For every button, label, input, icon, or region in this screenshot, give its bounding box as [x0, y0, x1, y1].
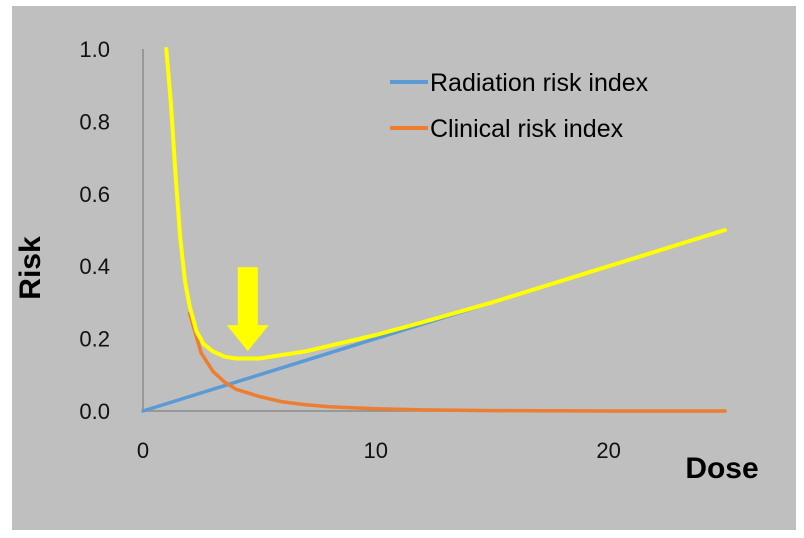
legend-item-clinical: Clinical risk index [390, 115, 624, 143]
y-axis-title: Risk [14, 236, 47, 300]
y-tick-label: 1.0 [79, 37, 110, 62]
series-clinical-risk-line [187, 311, 727, 413]
y-tick-label: 0.4 [79, 254, 110, 279]
chart-frame: 0.0 0.2 0.4 0.6 0.8 1.0 0 10 20 Risk Dose Radia… [12, 6, 796, 530]
series-combined-risk-line [164, 47, 727, 361]
y-tick-label: 0.8 [79, 109, 110, 134]
x-tick-label: 20 [596, 438, 620, 463]
x-tick-label: 0 [137, 438, 149, 463]
down-arrow-icon [226, 267, 269, 352]
annotation-layer [226, 267, 269, 352]
x-axis-title: Dose [685, 452, 758, 485]
legend-item-radiation: Radiation risk index [390, 69, 649, 97]
y-tick-labels: 0.0 0.2 0.4 0.6 0.8 1.0 [79, 37, 110, 424]
y-tick-label: 0.6 [79, 182, 110, 207]
series-layer [141, 47, 727, 413]
risk-dose-chart: 0.0 0.2 0.4 0.6 0.8 1.0 0 10 20 Risk Dose Radia… [14, 37, 759, 485]
legend: Radiation risk index Clinical risk index [390, 69, 649, 143]
x-tick-label: 10 [364, 438, 388, 463]
legend-label-radiation: Radiation risk index [430, 69, 649, 97]
x-tick-labels: 0 10 20 [137, 438, 621, 463]
legend-label-clinical: Clinical risk index [430, 115, 624, 143]
y-tick-label: 0.0 [79, 399, 110, 424]
y-tick-label: 0.2 [79, 327, 110, 352]
